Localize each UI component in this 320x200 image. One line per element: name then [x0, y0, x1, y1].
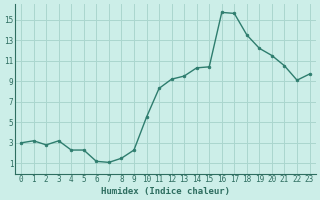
X-axis label: Humidex (Indice chaleur): Humidex (Indice chaleur)	[101, 187, 230, 196]
